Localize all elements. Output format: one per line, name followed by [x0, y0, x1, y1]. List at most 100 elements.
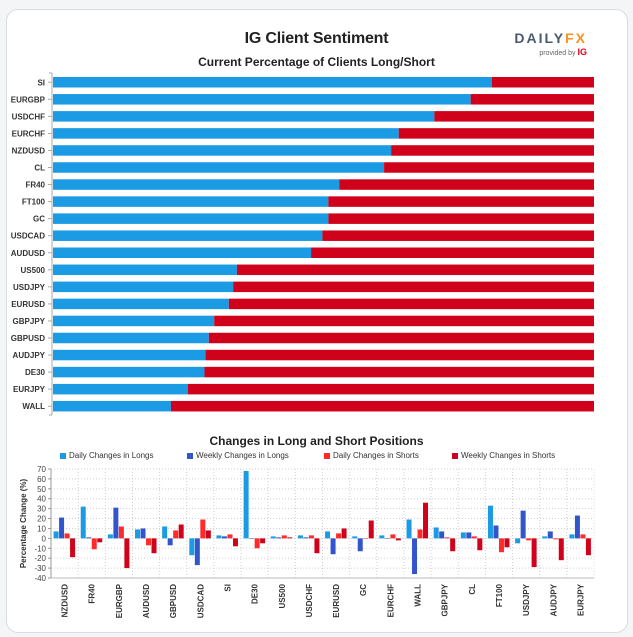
long-short-chart-title: Current Percentage of Clients Long/Short: [198, 55, 435, 69]
bar-weekly-longs-de30: [249, 538, 255, 539]
long-bar-eurusd: [53, 298, 229, 310]
x-tick-label-audusd: AUDUSD: [142, 584, 151, 618]
short-bar-eurgbp: [470, 94, 594, 105]
long-bar-usdcad: [53, 230, 323, 241]
legend-swatch-weekly-shorts: [452, 452, 458, 459]
legend-swatch-weekly-longs: [187, 452, 193, 459]
bar-weekly-shorts-cl: [477, 538, 483, 551]
y-tick-label-audusd: AUDUSD: [11, 249, 45, 258]
bar-daily-longs-gbpjpy: [433, 527, 439, 539]
long-bar-gbpjpy: [53, 315, 215, 327]
y-tick-label-usdcad: USDCAD: [11, 232, 45, 241]
long-bar-gbpusd: [53, 332, 209, 344]
bar-weekly-longs-usdjpy: [520, 510, 526, 539]
bar-weekly-shorts-eurgbp: [124, 538, 130, 569]
x-tick-label-usdjpy: USDJPY: [522, 583, 531, 616]
bar-weekly-shorts-usdjpy: [531, 538, 537, 568]
long-bar-usdchf: [53, 111, 435, 122]
legend-item-weekly-longs[interactable]: Weekly Changes in Longs: [187, 451, 289, 460]
x-tick-label-gbpjpy: GBPJPY: [441, 583, 450, 616]
bar-daily-shorts-usdjpy: [526, 538, 532, 541]
legend-item-daily-longs[interactable]: Daily Changes in Longs: [60, 451, 154, 460]
y-tick-label: 30: [37, 505, 46, 514]
bar-weekly-longs-ft100: [493, 525, 499, 539]
bar-daily-longs-nzdusd: [53, 531, 59, 539]
long-bar-cl: [53, 162, 385, 173]
short-bar-us500: [236, 264, 594, 276]
bar-daily-longs-usdjpy: [515, 538, 521, 544]
bar-weekly-shorts-fr40: [97, 538, 103, 543]
x-tick-label-eurgbp: EURGBP: [115, 583, 124, 618]
bar-daily-shorts-usdcad: [200, 519, 206, 539]
long-bar-eurjpy: [53, 383, 188, 395]
bar-daily-longs-eurgbp: [107, 534, 113, 539]
bar-weekly-longs-eurgbp: [113, 507, 119, 539]
long-short-chart: SI EURGBP USDCHF EURCHF NZDUSD CL FR40 FT100 GC U…: [11, 72, 595, 416]
y-tick-label: -40: [34, 574, 46, 583]
long-bar-si: [53, 77, 492, 88]
legend-swatch-daily-longs: [60, 452, 66, 459]
bar-weekly-shorts-ft100: [504, 538, 510, 548]
bar-daily-longs-usdcad: [189, 538, 195, 556]
bar-weekly-longs-nzdusd: [59, 517, 65, 539]
bar-daily-longs-fr40: [80, 506, 86, 539]
bar-daily-shorts-eurjpy: [580, 534, 586, 539]
bar-daily-shorts-audjpy: [553, 538, 559, 540]
bar-weekly-shorts-wall: [423, 502, 429, 539]
x-tick-label-eurjpy: EURJPY: [576, 583, 585, 616]
bar-daily-longs-gbpusd: [162, 526, 168, 539]
legend-item-weekly-shorts[interactable]: Weekly Changes in Shorts: [452, 451, 555, 460]
y-tick-label-usdjpy: USDJPY: [13, 283, 46, 292]
long-bar-eurchf: [53, 128, 399, 139]
bar-weekly-longs-audjpy: [547, 531, 553, 539]
y-tick-label: 40: [37, 495, 46, 504]
y-tick-label: -20: [34, 554, 46, 563]
bar-daily-shorts-gbpusd: [173, 530, 179, 539]
long-bar-ft100: [53, 196, 329, 207]
bar-daily-longs-si: [216, 535, 222, 539]
short-bar-gbpusd: [208, 332, 595, 344]
long-bar-fr40: [53, 179, 340, 190]
legend-item-daily-shorts[interactable]: Daily Changes in Shorts: [324, 451, 419, 460]
bar-daily-shorts-audusd: [146, 538, 152, 546]
bar-daily-longs-eurchf: [379, 535, 385, 539]
bar-daily-shorts-cl: [471, 536, 477, 539]
bar-daily-shorts-us500: [281, 535, 287, 539]
short-bar-gc: [328, 213, 594, 224]
legend-swatch-daily-shorts: [324, 452, 330, 459]
legend-label-daily-longs: Daily Changes in Longs: [69, 451, 154, 460]
short-bar-ft100: [328, 196, 594, 207]
long-bar-usdjpy: [53, 281, 234, 293]
bar-daily-longs-eurjpy: [569, 534, 575, 539]
short-bar-audjpy: [205, 349, 594, 361]
short-bar-eurjpy: [187, 383, 595, 395]
bar-daily-shorts-eurchf: [390, 534, 396, 539]
bar-daily-shorts-de30: [254, 538, 260, 549]
short-bar-usdcad: [322, 230, 594, 241]
bar-weekly-longs-gc: [357, 538, 363, 552]
bar-weekly-shorts-audjpy: [558, 538, 564, 561]
bar-weekly-longs-audusd: [140, 528, 146, 539]
long-bar-nzdusd: [53, 145, 392, 156]
x-tick-label-eurchf: EURCHF: [386, 584, 395, 617]
x-tick-label-de30: DE30: [251, 583, 260, 604]
bar-daily-shorts-si: [227, 534, 233, 539]
y-tick-label: 20: [37, 515, 46, 524]
bar-weekly-shorts-de30: [260, 538, 266, 544]
y-tick-label-nzdusd: NZDUSD: [12, 146, 46, 155]
y-tick-label-fr40: FR40: [25, 181, 45, 190]
x-tick-label-fr40: FR40: [88, 583, 97, 603]
logo-brand: DAILYFX: [503, 30, 587, 46]
bar-daily-shorts-wall: [417, 529, 423, 539]
bar-daily-longs-audusd: [135, 529, 141, 539]
y-tick-label-audjpy: AUDJPY: [13, 351, 46, 360]
bar-weekly-shorts-eurchf: [395, 538, 401, 541]
y-tick-label-eurjpy: EURJPY: [13, 385, 46, 394]
bar-weekly-shorts-eurjpy: [585, 538, 591, 556]
x-tick-label-cl: CL: [468, 584, 477, 595]
short-bar-usdjpy: [233, 281, 594, 293]
y-tick-label-eurchf: EURCHF: [12, 129, 45, 138]
bar-daily-shorts-fr40: [91, 538, 97, 550]
bar-weekly-longs-gbpjpy: [439, 531, 445, 539]
legend-label-weekly-longs: Weekly Changes in Longs: [196, 451, 289, 460]
